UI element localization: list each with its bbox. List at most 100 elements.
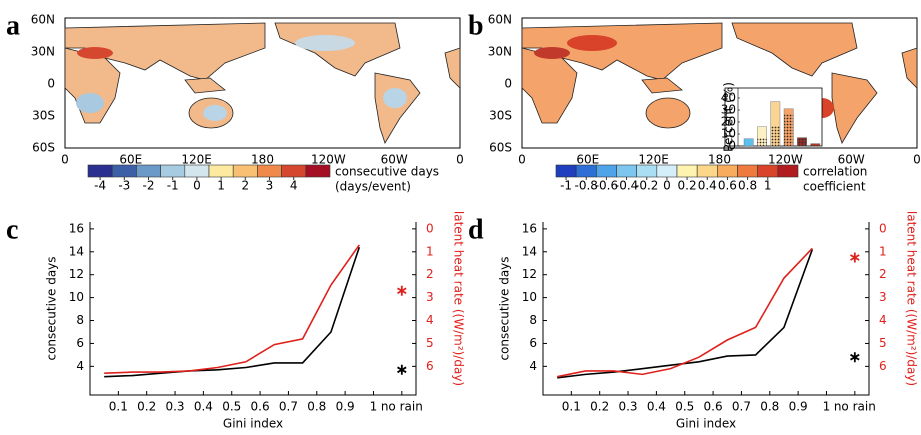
x-tick-label: 0.2 — [590, 400, 609, 414]
x-tick-label: 60E — [576, 153, 599, 167]
y2-tick-label: 1 — [879, 244, 887, 258]
no-rain-marker — [397, 285, 407, 296]
colorbar-tick-label: -0.6 — [595, 179, 618, 193]
y2-tick-label: 0 — [426, 221, 434, 235]
colorbar-bin — [136, 164, 161, 178]
series-line — [557, 249, 814, 379]
colorbar-tick-label: 0.6 — [718, 179, 737, 193]
inset-y-tick-label: 10 — [721, 127, 736, 141]
colorbar-tick-label: 0.2 — [678, 179, 697, 193]
panel-letter: a — [6, 10, 20, 41]
y-tick-label: 30S — [32, 109, 55, 123]
x-tick-label: 60E — [119, 153, 142, 167]
no-rain-marker — [397, 364, 407, 375]
series-line — [557, 247, 813, 378]
y-tick-label: 6 — [76, 336, 84, 350]
x-tick-label: 0.9 — [789, 400, 808, 414]
x-tick-label: 120E — [181, 153, 212, 167]
colorbar-bin — [737, 164, 758, 178]
y2-axis-label: latent heat rate ((W/m²)/day) — [452, 211, 466, 386]
y2-tick-label: 4 — [879, 313, 887, 327]
x-tick-label: 0.5 — [675, 400, 694, 414]
land-patch — [76, 93, 104, 113]
inset-y-tick-label: 40 — [721, 91, 736, 105]
colorbar-tick-label: -4 — [94, 179, 106, 193]
colorbar-tick-label: 0 — [663, 179, 671, 193]
colorbar-tick-label: 0 — [193, 179, 201, 193]
colorbar-tick-label: 0.4 — [698, 179, 717, 193]
colorbar-tick-label: -2 — [143, 179, 155, 193]
x-tick-label: 0.5 — [222, 400, 241, 414]
y2-tick-label: 5 — [426, 336, 434, 350]
y-tick-label: 16 — [69, 221, 84, 235]
x-tick-label: 120W — [768, 153, 803, 167]
y-tick-label: 8 — [76, 313, 84, 327]
panel-letter: c — [6, 214, 18, 245]
x-tick-label: 0.1 — [109, 400, 128, 414]
y-tick-label: 4 — [529, 359, 537, 373]
inset-bar — [743, 138, 754, 147]
x-tick-label: 0.2 — [137, 400, 156, 414]
series-line — [104, 244, 360, 375]
colorbar-bin — [575, 164, 597, 178]
colorbar-bin — [757, 164, 779, 178]
y-tick-label: 60N — [488, 13, 512, 27]
x-tick-label: 0.4 — [647, 400, 666, 414]
x-tick-label: 60W — [838, 153, 865, 167]
land-patch — [567, 35, 617, 51]
inset-bar-hatched — [784, 113, 794, 146]
y2-tick-label: 2 — [879, 267, 887, 281]
y-tick-label: 30S — [489, 109, 512, 123]
colorbar-bin — [555, 164, 577, 178]
y2-tick-label: 6 — [879, 359, 887, 373]
colorbar-bin — [184, 164, 210, 178]
y-tick-label: 6 — [529, 336, 537, 350]
colorbar-title: coefficient — [803, 180, 866, 194]
x-tick-label: no rain — [834, 400, 876, 414]
x-tick-label: 0.8 — [307, 400, 326, 414]
x-tick-label: 0.7 — [279, 400, 298, 414]
y-tick-label: 14 — [69, 244, 84, 258]
axes — [89, 222, 417, 396]
y-tick-label: 0 — [47, 77, 55, 91]
x-tick-label: 120E — [638, 153, 669, 167]
x-tick-label: 60W — [381, 153, 408, 167]
colorbar-tick-label: -0.4 — [615, 179, 638, 193]
colorbar-bin — [656, 164, 678, 178]
y-axis-label: consecutive days — [45, 256, 59, 360]
y-tick-label: 10 — [522, 290, 537, 304]
colorbar-tick-label: 1 — [764, 179, 772, 193]
colorbar-title: consecutive days — [335, 165, 439, 179]
series-line — [104, 246, 361, 378]
y-tick-label: 10 — [69, 290, 84, 304]
colorbar-tick-label: -1 — [167, 179, 179, 193]
colorbar-bin — [160, 164, 186, 178]
y2-tick-label: 6 — [426, 359, 434, 373]
land-patch — [383, 88, 407, 108]
y2-tick-label: 2 — [426, 267, 434, 281]
y-tick-label: 30N — [31, 45, 55, 59]
y2-tick-label: 3 — [879, 290, 887, 304]
colorbar-bin — [696, 164, 718, 178]
x-tick-label: 0.3 — [618, 400, 637, 414]
colorbar-bin — [616, 164, 637, 178]
colorbar-tick-label: -0.2 — [635, 179, 658, 193]
x-tick-label: 0.9 — [336, 400, 355, 414]
x-tick-label: 0 — [61, 153, 69, 167]
land-patch — [534, 47, 570, 59]
y2-axis-label: latent heat rate ((W/m²)/day) — [905, 211, 919, 386]
x-tick-label: 0.6 — [251, 400, 270, 414]
colorbar-bin — [717, 164, 738, 178]
colorbar-bin — [257, 164, 282, 178]
colorbar-tick-label: 2 — [241, 179, 249, 193]
colorbar-bin — [232, 164, 258, 178]
colorbar-tick-label: 1 — [217, 179, 225, 193]
panel-letter: b — [468, 10, 484, 41]
y-axis-label: consecutive days — [498, 256, 512, 360]
colorbar-bin — [208, 164, 234, 178]
colorbar-bin — [111, 164, 137, 178]
panel-letter: d — [468, 214, 484, 245]
y-tick-label: 8 — [529, 313, 537, 327]
x-tick-label: 0.4 — [194, 400, 213, 414]
